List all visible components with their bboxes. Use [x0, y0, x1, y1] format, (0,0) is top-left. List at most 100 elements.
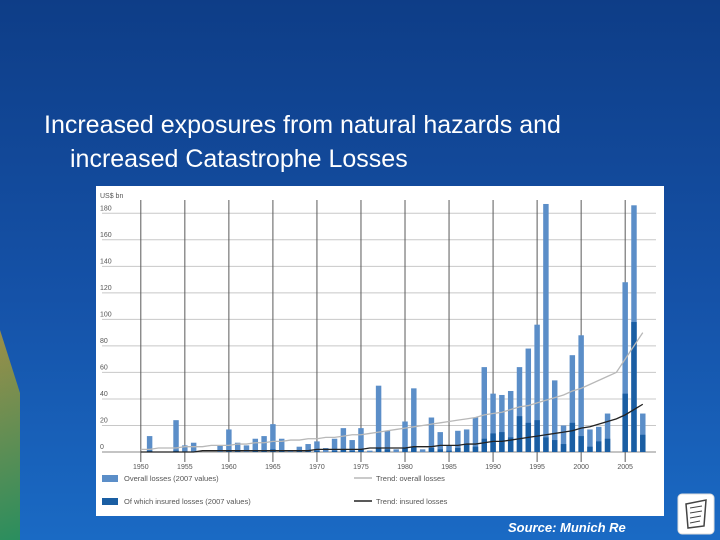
bar-overall-1989: [481, 367, 487, 452]
slide-title: Increased exposures from natural hazards…: [44, 108, 684, 176]
x-tick-label: 1985: [441, 464, 457, 471]
slide-title-line-1: Increased exposures from natural hazards…: [44, 111, 561, 139]
y-tick-label: 20: [100, 417, 108, 424]
slide-title-line-2: increased Catastrophe Losses: [70, 145, 408, 173]
bar-overall-1951: [146, 436, 153, 452]
trend-line-overall: [140, 332, 644, 450]
bar-overall-1967: [287, 450, 294, 452]
x-tick-label: 2005: [617, 464, 633, 471]
legend-trend-insured-label: Trend: insured losses: [376, 497, 448, 506]
bar-insured-2007: [640, 434, 646, 452]
bar-insured-1963: [252, 450, 259, 452]
x-tick-label: 1960: [221, 464, 237, 471]
bar-insured-1974: [349, 450, 355, 452]
x-tick-label: 2000: [573, 464, 589, 471]
bar-insured-1988: [472, 446, 479, 452]
source-note: Source: Munich Re: [508, 520, 626, 535]
label-layer: 0 20 40 60 80 100 120 140 160 180 US$ bn 1950 1955 19…: [100, 193, 633, 471]
bar-overall-1977: [375, 385, 382, 452]
bar-overall-2001: [587, 429, 593, 452]
bar-insured-2001: [587, 446, 593, 452]
bar-overall-1979: [393, 449, 399, 452]
bar-overall-1992: [507, 390, 514, 452]
x-tick-label: 1955: [177, 464, 193, 471]
bar-insured-1989: [481, 438, 487, 452]
bar-insured-1960: [226, 450, 232, 452]
y-tick-label: 0: [100, 444, 104, 451]
x-tick-label: 1975: [353, 464, 369, 471]
bar-overall-1978: [384, 430, 391, 452]
y-axis-title: US$ bn: [100, 193, 123, 200]
y-tick-label: 180: [100, 205, 112, 212]
bar-overall-1963: [252, 438, 259, 452]
bar-overall-1998: [560, 425, 567, 452]
bar-insured-1993: [516, 416, 523, 452]
bar-insured-2006: [631, 322, 637, 452]
y-tick-label: 40: [100, 391, 108, 398]
accent-decoration: [0, 330, 20, 540]
bar-overall-1993: [516, 367, 523, 452]
bar-insured-1991: [499, 432, 505, 452]
y-tick-label: 140: [100, 258, 112, 265]
bar-insured-1984: [437, 449, 443, 452]
legend-insured-swatch: [102, 498, 118, 505]
bar-overall-1960: [226, 429, 232, 452]
bar-insured-1969: [305, 450, 311, 452]
x-tick-label: 1980: [397, 464, 413, 471]
bar-overall-1980: [402, 421, 408, 452]
bar-insured-1978: [384, 449, 391, 452]
bar-overall-1954: [173, 420, 179, 452]
bar-overall-1995: [534, 324, 540, 452]
bar-insured-1983: [428, 448, 435, 452]
legend-insured-label: Of which insured losses (2007 values): [124, 497, 251, 506]
legend-overall-label: Overall losses (2007 values): [124, 474, 219, 483]
bar-overall-1985: [446, 445, 452, 452]
bar-insured-1972: [331, 450, 338, 452]
bar-overall-1976: [367, 450, 373, 452]
bar-insured-1992: [507, 437, 514, 452]
bar-overall-1996: [543, 203, 549, 452]
y-tick-label: 60: [100, 364, 108, 371]
bar-overall-2007: [640, 413, 646, 452]
bar-overall-1962: [243, 445, 250, 452]
bar-overall-1997: [551, 380, 558, 452]
x-tick-label: 1970: [309, 464, 325, 471]
trend-line-insured: [140, 403, 644, 453]
y-tick-label: 80: [100, 338, 108, 345]
bar-overall-1982: [419, 449, 426, 452]
bar-insured-1964: [261, 450, 267, 452]
bar-overall-2000: [578, 335, 584, 452]
bar-insured-1966: [278, 450, 285, 452]
bar-overall-1971: [323, 448, 329, 452]
bar-overall-1956: [190, 442, 197, 452]
bar-overall-1959: [217, 445, 223, 452]
bar-overall-1970: [314, 441, 320, 452]
bar-overall-2003: [604, 413, 611, 452]
bar-overall-1990: [490, 393, 496, 452]
x-tick-label: 1995: [529, 464, 545, 471]
bar-insured-1996: [543, 437, 549, 452]
bar-overall-1972: [331, 438, 338, 452]
bar-insured-1990: [490, 433, 496, 452]
legend-trend-overall-label: Trend: overall losses: [376, 474, 445, 483]
bar-insured-1986: [455, 448, 461, 452]
bar-overall-1966: [278, 438, 285, 452]
bar-overall-1964: [261, 436, 267, 452]
bar-overall-1988: [472, 417, 479, 452]
bar-overall-1981: [411, 388, 417, 452]
legend-layer: Overall losses (2007 values) Of which ins…: [102, 474, 448, 506]
x-tick-label: 1950: [133, 464, 149, 471]
bar-insured-1973: [340, 449, 347, 452]
x-tick-label: 1990: [485, 464, 501, 471]
bar-insured-1999: [569, 422, 576, 452]
bar-overall-1973: [340, 428, 347, 452]
bar-overall-1984: [437, 432, 443, 452]
bar-overall-1999: [569, 355, 576, 452]
bar-insured-1968: [296, 450, 303, 452]
y-tick-label: 160: [100, 232, 112, 239]
bar-overall-1987: [463, 429, 470, 452]
bar-overall-1991: [499, 394, 505, 452]
bar-overall-1968: [296, 446, 303, 452]
bar-overall-1975: [358, 428, 364, 452]
bar-insured-1997: [551, 440, 558, 452]
